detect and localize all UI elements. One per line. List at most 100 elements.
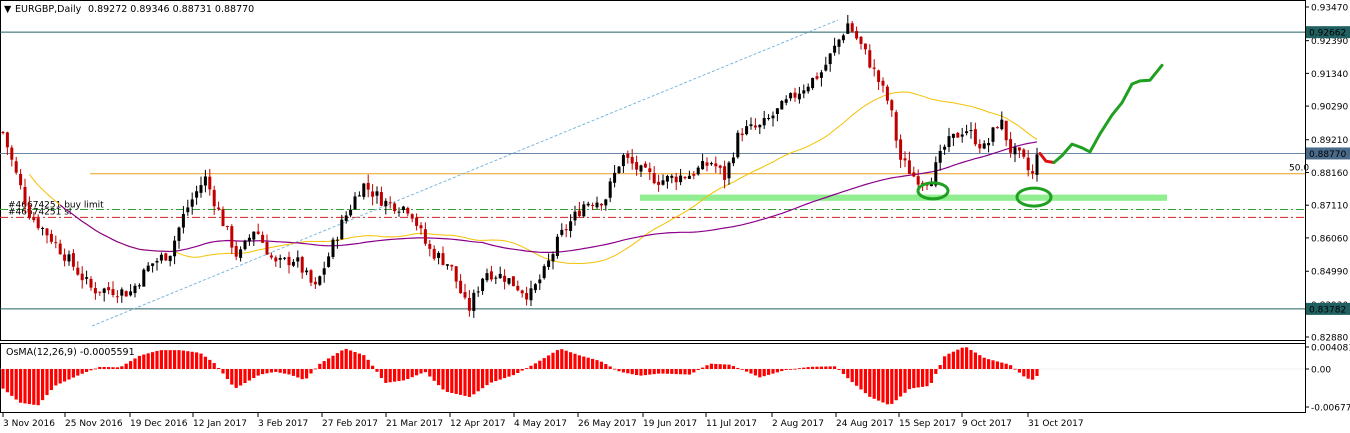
candle-body — [595, 202, 599, 208]
price-label-text: 0.83782 — [1309, 305, 1346, 315]
candle-body — [63, 254, 67, 261]
candle-body — [93, 288, 97, 294]
osc-bar — [890, 369, 894, 404]
candle-body — [560, 229, 564, 235]
candle-body — [331, 239, 335, 257]
candle-body — [683, 176, 687, 179]
candle-body — [265, 241, 269, 255]
candle-body — [102, 288, 106, 293]
osc-bar — [745, 369, 749, 372]
osc-bar — [428, 369, 432, 377]
osc-bar — [111, 367, 115, 369]
candle-body — [951, 133, 955, 138]
time-axis: 3 Nov 2016 25 Nov 2016 19 Dec 2016 12 Jan 2… — [2, 413, 1084, 429]
candle-body — [855, 31, 859, 39]
ma-slow-line — [59, 141, 1038, 253]
osc-bar — [401, 369, 405, 381]
osc-bar — [727, 364, 731, 369]
osc-bar — [357, 353, 361, 369]
osc-bar — [384, 369, 388, 383]
forecast-layer — [1038, 63, 1164, 164]
candle-body — [973, 129, 977, 145]
candle-body — [626, 153, 630, 158]
candle-body — [635, 162, 639, 170]
candle-body — [696, 167, 700, 175]
y-tick-label: 0.82880 — [1311, 334, 1348, 344]
candle-body — [366, 182, 370, 190]
osc-bar — [208, 359, 212, 369]
osc-bar — [635, 369, 639, 376]
osc-bar — [753, 369, 757, 376]
osc-bar — [511, 369, 515, 376]
osc-bar — [252, 369, 256, 379]
osc-bar — [771, 369, 775, 374]
osc-bar — [705, 365, 709, 369]
candle-body — [767, 117, 771, 120]
candle-body — [437, 252, 441, 258]
osc-bar — [296, 369, 300, 378]
price-labels-layer: 0.92662 0.88770 0.83782 — [1306, 26, 1350, 315]
osc-bar — [45, 369, 49, 396]
candle-body — [115, 296, 119, 298]
candle-body — [432, 248, 436, 259]
osc-bar — [243, 369, 247, 384]
osc-bar — [261, 369, 265, 375]
osc-bar — [789, 369, 793, 370]
osc-bar — [199, 353, 203, 369]
candle-body — [80, 273, 84, 281]
osc-bar — [591, 358, 595, 369]
candle-body — [269, 255, 273, 258]
osc-bar — [692, 369, 696, 373]
candle-body — [305, 270, 309, 273]
osc-bar — [731, 366, 735, 369]
candle-body — [507, 278, 511, 284]
osc-bar — [19, 369, 23, 403]
osc-bar — [599, 361, 603, 369]
symbol-header: EURGBP,Daily — [15, 4, 82, 15]
osc-tick-label: -0.006779 — [1311, 404, 1350, 414]
trendline — [91, 19, 839, 327]
osc-bar — [802, 367, 806, 369]
osc-tick-label: 0.004081 — [1311, 344, 1350, 354]
circle-marker-1 — [916, 181, 950, 201]
osc-bar — [221, 369, 225, 374]
osc-bar — [133, 358, 137, 369]
osc-bar — [120, 366, 124, 369]
osc-bar — [912, 369, 916, 389]
osc-bar — [525, 368, 529, 369]
osc-bar — [459, 369, 463, 395]
candle-body — [564, 229, 568, 231]
osc-bar — [397, 369, 401, 382]
candle-body — [762, 118, 766, 126]
candle-body — [212, 189, 216, 207]
candle-body — [14, 161, 18, 173]
osc-bar — [978, 355, 982, 369]
osc-bar — [784, 369, 788, 370]
osc-tick-label: 0.00 — [1311, 366, 1331, 376]
support-zone — [640, 194, 1167, 201]
candle-body — [960, 134, 964, 137]
osc-bar — [423, 369, 427, 373]
candle-body — [419, 225, 423, 229]
candle-body — [274, 257, 278, 262]
osc-bar — [881, 369, 885, 403]
candle-body — [256, 231, 260, 234]
osc-bar — [415, 369, 419, 376]
osc-bar — [723, 364, 727, 369]
osc-bar — [560, 349, 564, 369]
osc-bar — [872, 369, 876, 399]
osc-bar — [701, 367, 705, 369]
candle-body — [208, 176, 212, 190]
candle-body — [846, 23, 850, 34]
candle-body — [349, 209, 353, 216]
osc-bar — [234, 369, 238, 388]
osc-bar — [643, 369, 647, 376]
candle-body — [239, 249, 243, 258]
candle-body — [371, 191, 375, 197]
price-label-box — [1306, 147, 1350, 160]
osc-bar — [168, 350, 172, 369]
osc-bar — [863, 369, 867, 394]
candle-body — [969, 130, 973, 132]
candle-body — [287, 256, 291, 266]
candle-body — [674, 176, 678, 183]
